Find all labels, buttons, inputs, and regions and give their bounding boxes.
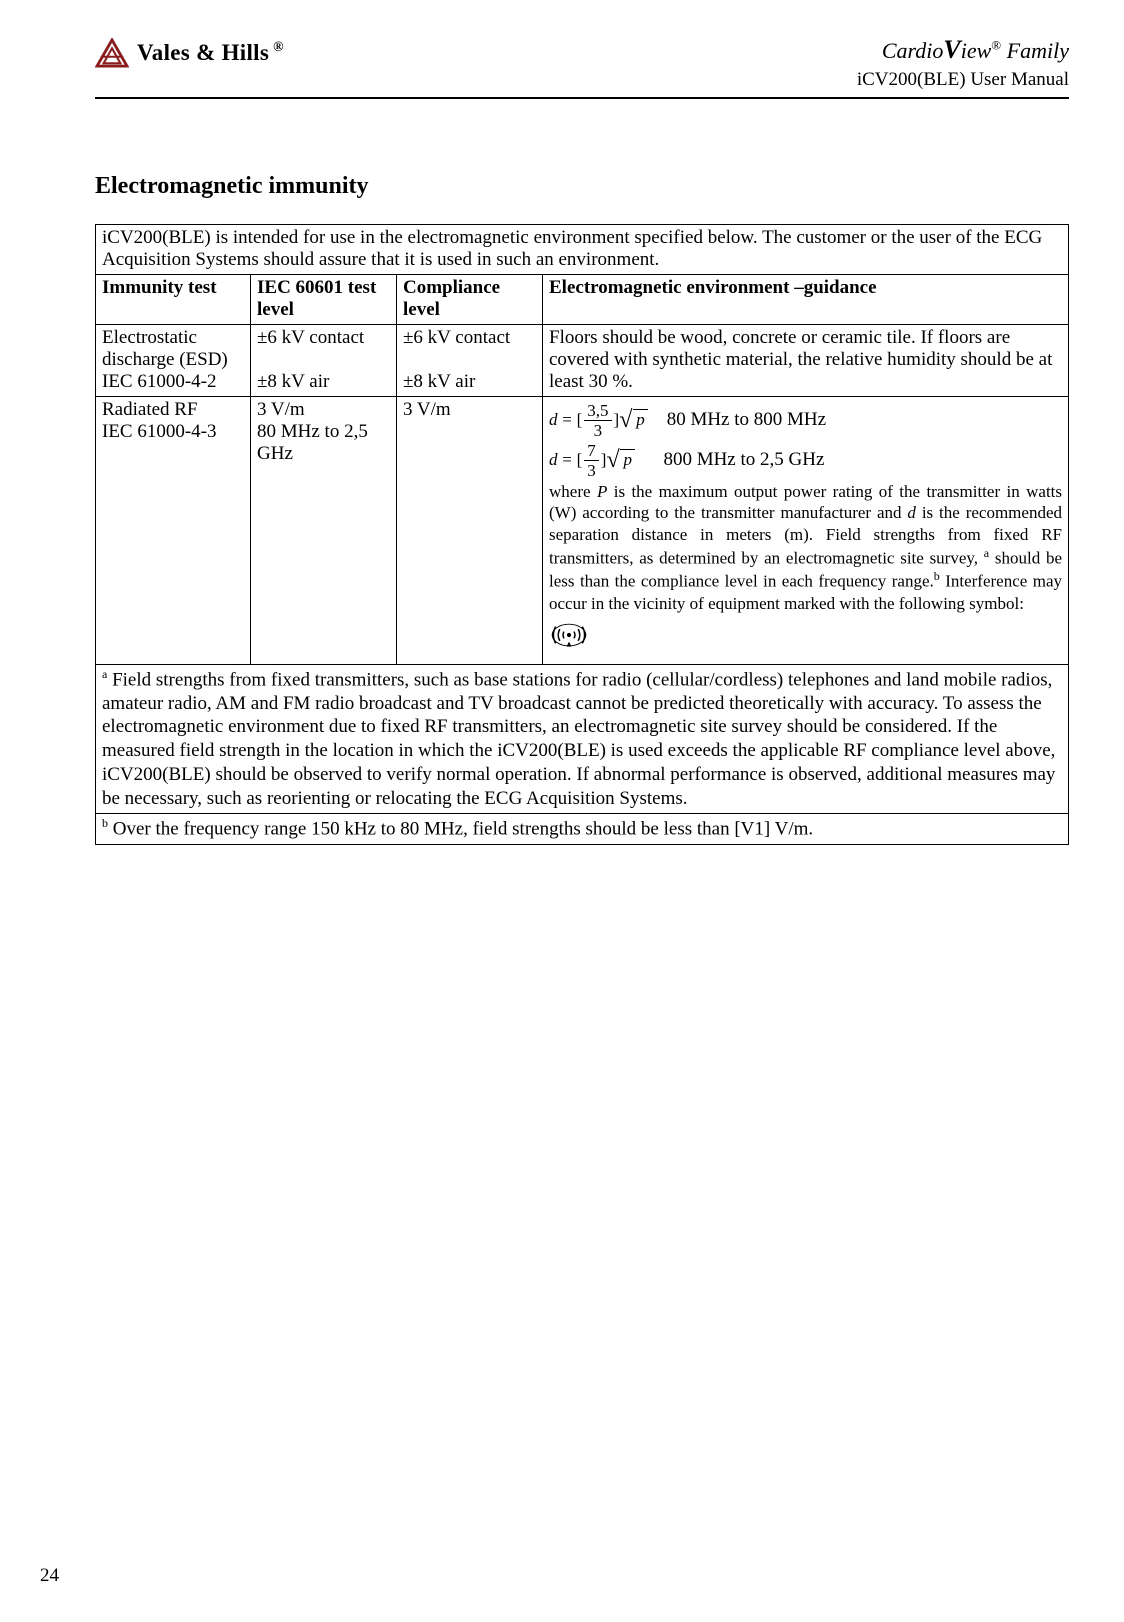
immunity-table: iCV200(BLE) is intended for use in the e…: [95, 224, 1069, 846]
guidance-text: where P is the maximum output power rati…: [549, 481, 1062, 615]
table-intro: iCV200(BLE) is intended for use in the e…: [96, 224, 1069, 274]
den: 3: [584, 461, 599, 479]
footnote-b-cell: b Over the frequency range 150 kHz to 80…: [96, 814, 1069, 845]
cell-test: Electrostatic discharge (ESD) IEC 61000-…: [96, 324, 251, 396]
footnote-a-text: Field strengths from fixed transmitters,…: [102, 669, 1055, 809]
cardio-v: V: [943, 35, 960, 64]
text: IEC 61000-4-2: [102, 371, 217, 392]
cardio-reg: ®: [991, 38, 1001, 53]
text: ±8 kV air: [257, 371, 329, 392]
text: ±6 kV contact: [403, 327, 510, 348]
formula-1: d = [3,53]√p 80 MHz to 800 MHz: [549, 402, 1062, 439]
cell-guidance: d = [3,53]√p 80 MHz to 800 MHz d = [73]√…: [543, 396, 1069, 664]
text: ±6 kV contact: [257, 327, 364, 348]
var-P: P: [597, 482, 607, 501]
page-number: 24: [40, 1565, 59, 1587]
header-right: CardioView® Family iCV200(BLE) User Manu…: [857, 32, 1069, 93]
t: where: [549, 482, 597, 501]
cell-guidance: Floors should be wood, concrete or ceram…: [543, 324, 1069, 396]
num: 3,5: [584, 402, 611, 421]
cell-compliance: ±6 kV contact ±8 kV air: [397, 324, 543, 396]
text: 80 MHz to 2,5 GHz: [257, 421, 368, 464]
col-iec-level: IEC 60601 test level: [251, 274, 397, 324]
logo-reg: ®: [273, 40, 284, 55]
table-header-row: Immunity test IEC 60601 test level Compl…: [96, 274, 1069, 324]
var-p: p: [620, 449, 635, 470]
logo-block: Vales & Hills ®: [95, 38, 284, 68]
cell-iec: 3 V/m 80 MHz to 2,5 GHz: [251, 396, 397, 664]
product-subtitle: iCV200(BLE) User Manual: [857, 67, 1069, 93]
text: 3 V/m: [403, 399, 451, 420]
eq: =: [562, 450, 572, 469]
den: 3: [584, 421, 611, 439]
product-family: CardioView® Family: [857, 32, 1069, 67]
cardio-suffix: iew: [961, 38, 992, 63]
text: ±8 kV air: [403, 371, 475, 392]
formula-2: d = [73]√p 800 MHz to 2,5 GHz: [549, 442, 1062, 479]
logo-name: Vales & Hills: [137, 40, 269, 65]
cell-compliance: 3 V/m: [397, 396, 543, 664]
footnote-b-text: Over the frequency range 150 kHz to 80 M…: [108, 819, 813, 840]
col-immunity-test: Immunity test: [96, 274, 251, 324]
var-d: d: [907, 503, 916, 522]
var-p: p: [633, 409, 648, 430]
text: Electrostatic: [102, 327, 197, 348]
table-row: Radiated RF IEC 61000-4-3 3 V/m 80 MHz t…: [96, 396, 1069, 664]
range-2: 800 MHz to 2,5 GHz: [663, 449, 824, 470]
text: IEC 61000-4-3: [102, 421, 217, 442]
cell-iec: ±6 kV contact ±8 kV air: [251, 324, 397, 396]
eq: =: [562, 410, 572, 429]
text: discharge (ESD): [102, 349, 228, 370]
header-divider: [95, 97, 1069, 99]
cardio-prefix: Cardio: [882, 38, 944, 63]
var-d: d: [549, 410, 558, 429]
logo-icon: [95, 38, 129, 68]
rf-interference-icon: [549, 615, 589, 655]
section-title: Electromagnetic immunity: [95, 173, 1069, 200]
family-word: Family: [1001, 38, 1069, 63]
lb: [: [577, 410, 583, 429]
col-guidance: Electromagnetic environment –guidance: [543, 274, 1069, 324]
logo-text: Vales & Hills ®: [137, 40, 284, 66]
col-compliance: Compliance level: [397, 274, 543, 324]
table-row: Electrostatic discharge (ESD) IEC 61000-…: [96, 324, 1069, 396]
footnote-a-cell: a Field strengths from fixed transmitter…: [96, 664, 1069, 814]
lb: [: [577, 450, 583, 469]
range-1: 80 MHz to 800 MHz: [667, 409, 826, 430]
var-d: d: [549, 450, 558, 469]
cell-test: Radiated RF IEC 61000-4-3: [96, 396, 251, 664]
text: Radiated RF: [102, 399, 198, 420]
text: 3 V/m: [257, 399, 305, 420]
page-header: Vales & Hills® CardioView® Family iCV200…: [95, 32, 1069, 93]
num: 7: [584, 442, 599, 461]
